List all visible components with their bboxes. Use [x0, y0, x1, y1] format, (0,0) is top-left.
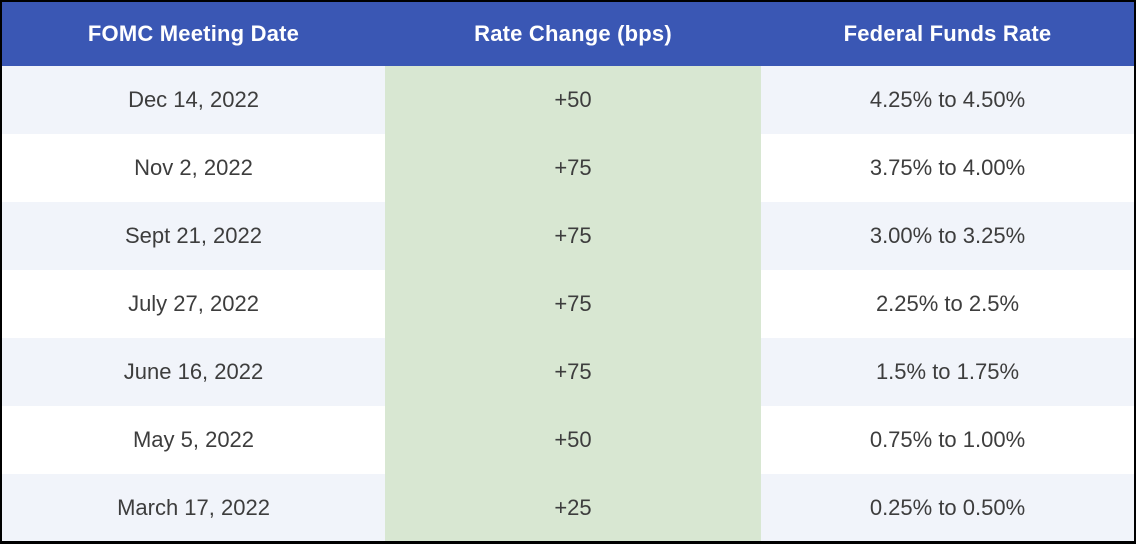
column-header-rate-change: Rate Change (bps) — [385, 2, 761, 66]
column-header-meeting-date: FOMC Meeting Date — [2, 2, 385, 66]
funds-rate-cell: 0.75% to 1.00% — [761, 406, 1134, 474]
funds-rate-cell: 3.00% to 3.25% — [761, 202, 1134, 270]
funds-rate-cell: 3.75% to 4.00% — [761, 134, 1134, 202]
table-row: March 17, 2022 +25 0.25% to 0.50% — [2, 474, 1134, 541]
table-row: Dec 14, 2022 +50 4.25% to 4.50% — [2, 66, 1134, 134]
rate-change-cell: +75 — [385, 202, 761, 270]
meeting-date-cell: May 5, 2022 — [2, 406, 385, 474]
funds-rate-cell: 0.25% to 0.50% — [761, 474, 1134, 541]
meeting-date-cell: Nov 2, 2022 — [2, 134, 385, 202]
table-row: Nov 2, 2022 +75 3.75% to 4.00% — [2, 134, 1134, 202]
table-header-row: FOMC Meeting Date Rate Change (bps) Fede… — [2, 2, 1134, 66]
meeting-date-cell: July 27, 2022 — [2, 270, 385, 338]
meeting-date-cell: March 17, 2022 — [2, 474, 385, 541]
table-row: July 27, 2022 +75 2.25% to 2.5% — [2, 270, 1134, 338]
table-row: June 16, 2022 +75 1.5% to 1.75% — [2, 338, 1134, 406]
table-body: Dec 14, 2022 +50 4.25% to 4.50% Nov 2, 2… — [2, 66, 1134, 541]
funds-rate-cell: 1.5% to 1.75% — [761, 338, 1134, 406]
table-row: May 5, 2022 +50 0.75% to 1.00% — [2, 406, 1134, 474]
meeting-date-cell: Sept 21, 2022 — [2, 202, 385, 270]
rate-change-cell: +75 — [385, 134, 761, 202]
rate-change-cell: +75 — [385, 338, 761, 406]
funds-rate-cell: 4.25% to 4.50% — [761, 66, 1134, 134]
column-header-federal-funds-rate: Federal Funds Rate — [761, 2, 1134, 66]
rate-change-cell: +50 — [385, 406, 761, 474]
rate-change-cell: +75 — [385, 270, 761, 338]
rate-change-cell: +25 — [385, 474, 761, 541]
meeting-date-cell: June 16, 2022 — [2, 338, 385, 406]
meeting-date-cell: Dec 14, 2022 — [2, 66, 385, 134]
funds-rate-cell: 2.25% to 2.5% — [761, 270, 1134, 338]
rate-change-cell: +50 — [385, 66, 761, 134]
table-row: Sept 21, 2022 +75 3.00% to 3.25% — [2, 202, 1134, 270]
